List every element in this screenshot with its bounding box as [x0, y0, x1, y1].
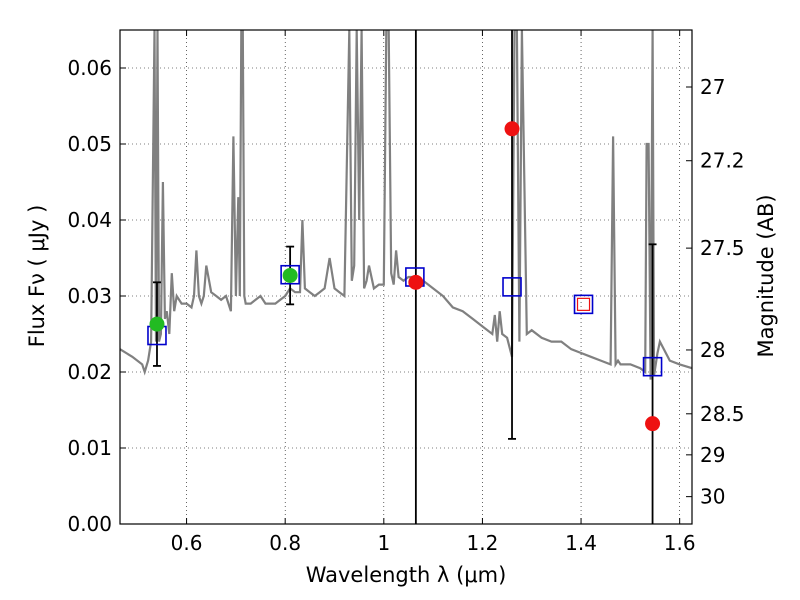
y2-tick-label: 30 — [700, 485, 725, 509]
y-axis-label: Flux Fν ( μJy ) — [25, 205, 49, 348]
model-square-marker — [642, 356, 663, 377]
data-markers — [147, 30, 663, 524]
y2-tick-label: 29 — [700, 443, 725, 467]
y-tick-label: 0.00 — [67, 512, 112, 536]
x-tick-label: 0.6 — [171, 531, 203, 555]
x-tick-label: 1 — [377, 531, 390, 555]
x-tick-label: 0.8 — [269, 531, 301, 555]
upper-limit-marker — [576, 297, 591, 311]
axis-ticks: 0.6 0.8 1 1.2 1.4 1.6 0.00 0.01 0.02 0.03 0.04 0.05… — [67, 30, 745, 555]
model-square-marker — [280, 264, 300, 285]
y2-tick-label: 27.5 — [700, 236, 745, 260]
y-tick-label: 0.01 — [67, 436, 112, 460]
y2-axis-label: Magnitude (AB) — [754, 194, 778, 357]
measured-point — [645, 416, 661, 432]
spectrum-line — [120, 30, 692, 380]
x-tick-label: 1.4 — [565, 531, 597, 555]
model-square-marker — [573, 294, 594, 315]
x-axis-label: Wavelength λ (μm) — [306, 563, 507, 587]
y2-tick-label: 27 — [700, 75, 725, 99]
x-tick-label: 1.6 — [664, 531, 696, 555]
y2-tick-label: 28.5 — [700, 402, 745, 426]
y-tick-label: 0.02 — [67, 360, 112, 384]
y-tick-label: 0.04 — [67, 208, 112, 232]
y2-tick-label: 27.2 — [700, 149, 745, 173]
model-square-marker — [502, 277, 522, 297]
measured-point — [408, 274, 424, 290]
measured-point — [504, 121, 520, 137]
y-tick-label: 0.03 — [67, 284, 112, 308]
measured-point — [282, 267, 298, 283]
model-spectrum — [120, 30, 692, 380]
y2-tick-label: 28 — [700, 338, 725, 362]
y-tick-label: 0.06 — [67, 56, 112, 80]
y-tick-label: 0.05 — [67, 132, 112, 156]
plot-frame — [119, 29, 693, 525]
x-tick-label: 1.2 — [467, 531, 499, 555]
measured-point — [149, 316, 165, 332]
